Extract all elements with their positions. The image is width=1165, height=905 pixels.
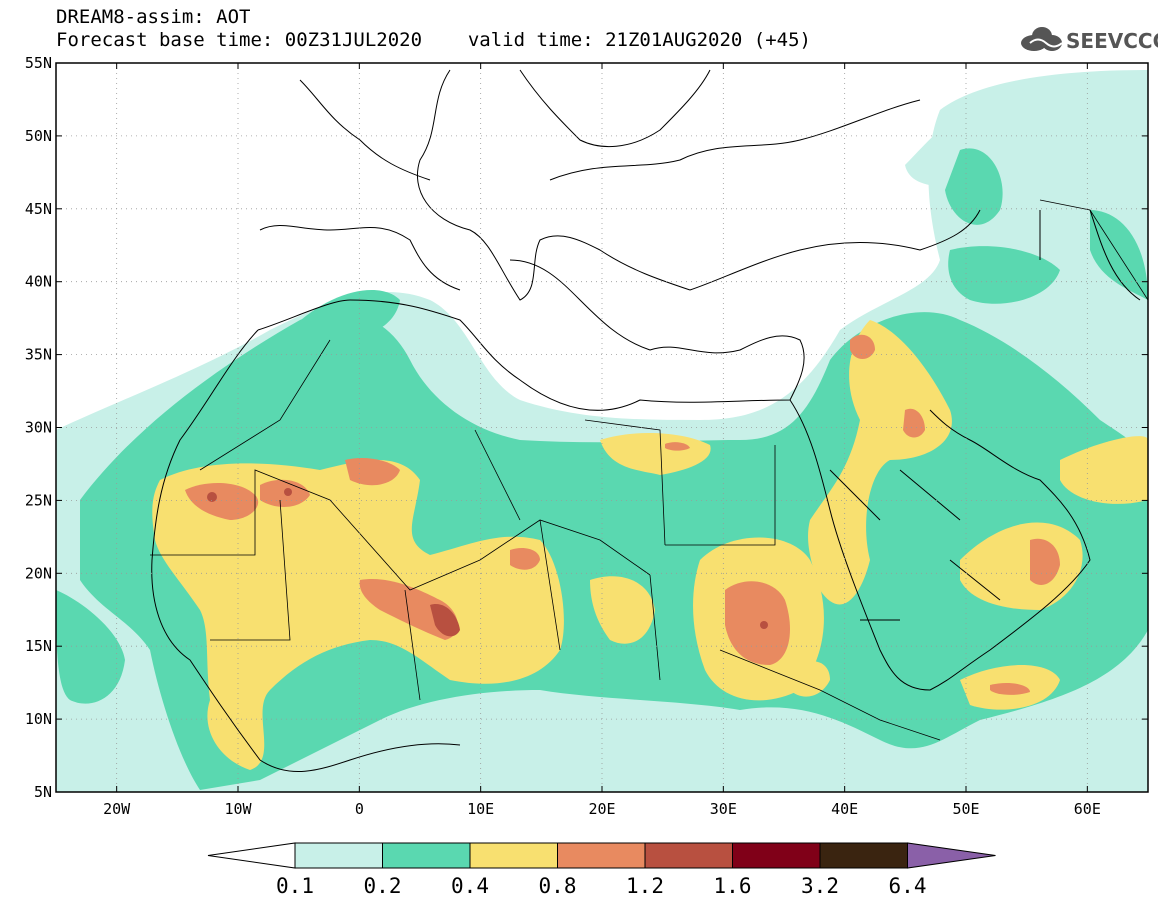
cloud-icon: [1021, 27, 1063, 51]
y-axis-labels: 5N 10N 15N 20N 25N 30N 35N 40N 45N 50N 55N: [25, 54, 52, 801]
y-tick-label: 15N: [25, 637, 52, 655]
y-tick-label: 5N: [34, 783, 52, 801]
coastlines: [151, 69, 1141, 773]
y-tick-label: 20N: [25, 564, 52, 582]
base-time: Forecast base time: 00Z31JUL2020: [56, 29, 423, 51]
x-tick-label: 60E: [1074, 800, 1101, 818]
map-header: DREAM8-assim: AOT Forecast base time: 00…: [56, 6, 811, 52]
x-tick-label: 0: [355, 800, 364, 818]
x-tick-label: 40E: [831, 800, 858, 818]
colorbar-swatch: [557, 842, 646, 869]
colorbar-label: 0.2: [364, 874, 402, 898]
seevccc-logo: SEEVCCC: [1021, 27, 1158, 53]
x-tick-label: 30E: [710, 800, 737, 818]
colorbar-swatch: [732, 842, 821, 869]
aot-level-1.2: [207, 488, 768, 637]
colorbar-label: 6.4: [889, 874, 927, 898]
colorbar-label: 0.4: [451, 874, 489, 898]
colorbar-over: [907, 842, 996, 869]
colorbar-label: 0.1: [276, 874, 314, 898]
valid-time: valid time: 21Z01AUG2020 (+45): [467, 29, 811, 51]
political-borders: [150, 199, 1148, 741]
y-tick-label: 10N: [25, 710, 52, 728]
logo-text: SEEVCCC: [1066, 29, 1158, 53]
colorbar-label: 1.6: [714, 874, 752, 898]
colorbar-swatch: [382, 842, 471, 869]
title-line: DREAM8-assim: AOT: [56, 6, 251, 28]
x-tick-label: 10W: [224, 800, 252, 818]
y-tick-label: 25N: [25, 491, 52, 509]
x-tick-label: 10E: [467, 800, 494, 818]
tick-marks: [56, 62, 1148, 793]
x-tick-label: 50E: [952, 800, 979, 818]
colorbar-swatch: [469, 842, 558, 869]
y-tick-label: 40N: [25, 273, 52, 291]
y-tick-label: 45N: [25, 200, 52, 218]
y-tick-label: 55N: [25, 54, 52, 72]
colorbar-label: 3.2: [801, 874, 839, 898]
x-tick-label: 20W: [103, 800, 131, 818]
colorbar-under: [207, 842, 296, 869]
aot-level-0.8: [185, 334, 1060, 695]
colorbar-swatch: [644, 842, 733, 869]
grid-lines: [56, 63, 1148, 792]
y-tick-label: 30N: [25, 419, 52, 437]
map-field: [56, 63, 1148, 792]
x-axis-labels: 20W 10W 0 10E 20E 30E 40E 50E 60E: [103, 800, 1101, 818]
colorbar-swatch: [294, 842, 383, 869]
colorbar-label: 1.2: [626, 874, 664, 898]
y-tick-label: 35N: [25, 346, 52, 364]
y-tick-label: 50N: [25, 127, 52, 145]
colorbar-swatch: [819, 842, 908, 869]
x-tick-label: 20E: [588, 800, 615, 818]
colorbar-label: 0.8: [539, 874, 577, 898]
